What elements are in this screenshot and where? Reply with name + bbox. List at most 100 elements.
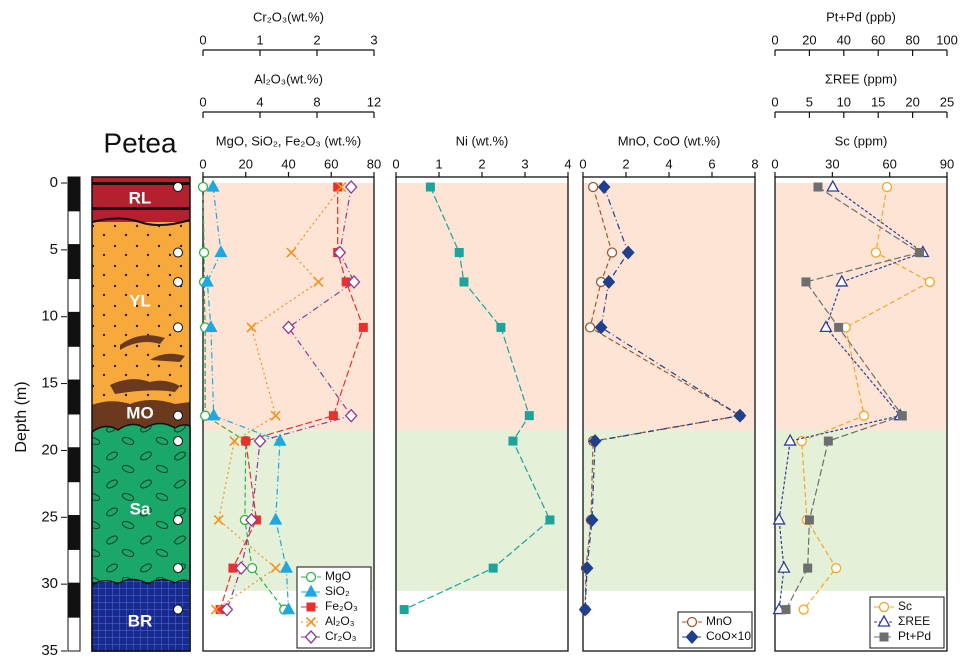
marker bbox=[870, 247, 882, 258]
marker bbox=[281, 602, 296, 615]
x-tick-label: 2 bbox=[622, 156, 629, 171]
x-tick-label: 12 bbox=[367, 94, 381, 109]
x-tick-label: 100 bbox=[936, 32, 958, 47]
marker bbox=[578, 602, 592, 617]
sample-point bbox=[173, 514, 183, 525]
marker bbox=[328, 411, 338, 421]
column-title: Petea bbox=[103, 127, 177, 158]
marker bbox=[213, 514, 224, 526]
marker bbox=[245, 512, 258, 527]
marker bbox=[269, 512, 283, 525]
marker bbox=[914, 248, 924, 258]
scale-segment bbox=[67, 345, 81, 381]
marker bbox=[823, 436, 833, 446]
scale-segment bbox=[67, 278, 81, 313]
x-tick-label: 60 bbox=[871, 32, 885, 47]
marker bbox=[220, 602, 234, 617]
x-tick-label: 2 bbox=[313, 32, 320, 47]
panel-frame bbox=[774, 176, 948, 652]
marker bbox=[282, 320, 295, 335]
marker bbox=[204, 320, 218, 333]
marker bbox=[602, 274, 616, 289]
x-tick-label: 15 bbox=[871, 94, 885, 109]
legend-label: Sc bbox=[898, 599, 912, 613]
layer-label: YL bbox=[129, 291, 151, 310]
legend-label: Cr₂O₃ bbox=[325, 629, 357, 643]
zone bbox=[203, 183, 374, 431]
marker bbox=[279, 560, 293, 573]
marker bbox=[831, 562, 842, 574]
sample-point bbox=[173, 322, 183, 333]
marker bbox=[834, 322, 844, 332]
legend-label: Al₂O₃ bbox=[325, 614, 355, 628]
sample-point bbox=[173, 276, 183, 287]
scale-segment bbox=[67, 447, 81, 483]
y-tick-label: 25 bbox=[41, 508, 58, 525]
x-axis-label: Ni (wt.%) bbox=[456, 133, 509, 148]
x-tick-label: 40 bbox=[281, 156, 295, 171]
marker bbox=[344, 180, 358, 194]
x-axis-label: ΣREE (ppm) bbox=[825, 71, 897, 86]
marker bbox=[358, 322, 368, 332]
legend-marker bbox=[877, 614, 891, 627]
marker bbox=[253, 434, 267, 449]
scale-segment bbox=[67, 311, 81, 347]
x-tick-label: 4 bbox=[256, 94, 263, 109]
y-tick-label: 30 bbox=[41, 575, 58, 592]
marker bbox=[336, 181, 347, 193]
marker bbox=[798, 604, 809, 615]
marker bbox=[197, 181, 209, 193]
panel: Ni (wt.%) 0 1 2 3 4 bbox=[392, 133, 572, 652]
legend-marker bbox=[305, 616, 317, 628]
sample-point bbox=[173, 436, 183, 447]
x-tick-label: 3 bbox=[370, 32, 377, 47]
x-axis-label: Pt+Pd (ppb) bbox=[826, 9, 896, 24]
marker bbox=[246, 322, 257, 333]
x-tick-label: 20 bbox=[802, 32, 816, 47]
marker bbox=[270, 410, 281, 421]
marker bbox=[924, 276, 935, 288]
marker bbox=[399, 605, 409, 615]
marker bbox=[597, 180, 611, 194]
marker bbox=[344, 408, 358, 423]
rl-stripe bbox=[92, 207, 190, 210]
marker bbox=[804, 515, 814, 525]
scale-segment bbox=[67, 244, 81, 280]
x-tick-label: 80 bbox=[367, 156, 381, 171]
marker bbox=[425, 182, 435, 192]
marker bbox=[781, 605, 791, 615]
x-tick-label: 2 bbox=[478, 156, 485, 171]
marker bbox=[241, 436, 251, 446]
marker bbox=[228, 563, 238, 573]
legend-marker bbox=[879, 632, 889, 642]
sample-point bbox=[173, 247, 183, 258]
x-tick-label: 1 bbox=[435, 156, 442, 171]
x-tick-label: 1 bbox=[256, 32, 263, 47]
marker bbox=[858, 410, 870, 421]
legend-label: Pt+Pd bbox=[898, 629, 931, 643]
x-tick-label: 5 bbox=[806, 94, 813, 109]
marker bbox=[584, 322, 596, 333]
x-axis-label: Cr₂O₃(wt.%) bbox=[253, 9, 324, 24]
marker bbox=[199, 410, 211, 421]
y-tick-label: 35 bbox=[41, 642, 58, 658]
marker bbox=[488, 563, 498, 573]
marker bbox=[580, 561, 594, 576]
x-tick-label: 0 bbox=[771, 94, 778, 109]
boundary bbox=[91, 217, 191, 226]
x-tick-label: 8 bbox=[751, 156, 758, 171]
x-tick-label: 0 bbox=[392, 156, 399, 171]
sample-point bbox=[173, 410, 183, 421]
marker bbox=[273, 433, 287, 446]
sample-point bbox=[173, 563, 183, 574]
x-tick-label: 10 bbox=[837, 94, 851, 109]
x-tick-label: 3 bbox=[521, 156, 528, 171]
marker bbox=[897, 411, 907, 421]
x-tick-label: 40 bbox=[837, 32, 851, 47]
panel: Sc (ppm) 0 30 60 90 ΣREE (ppm) 0 5 10 15 20 25 Pt+Pd… bbox=[771, 9, 958, 652]
series-line bbox=[219, 187, 364, 610]
scale-segment bbox=[67, 515, 81, 550]
x-tick-label: 20 bbox=[239, 156, 253, 171]
marker bbox=[496, 322, 506, 332]
depth-scale-bar bbox=[67, 176, 81, 652]
